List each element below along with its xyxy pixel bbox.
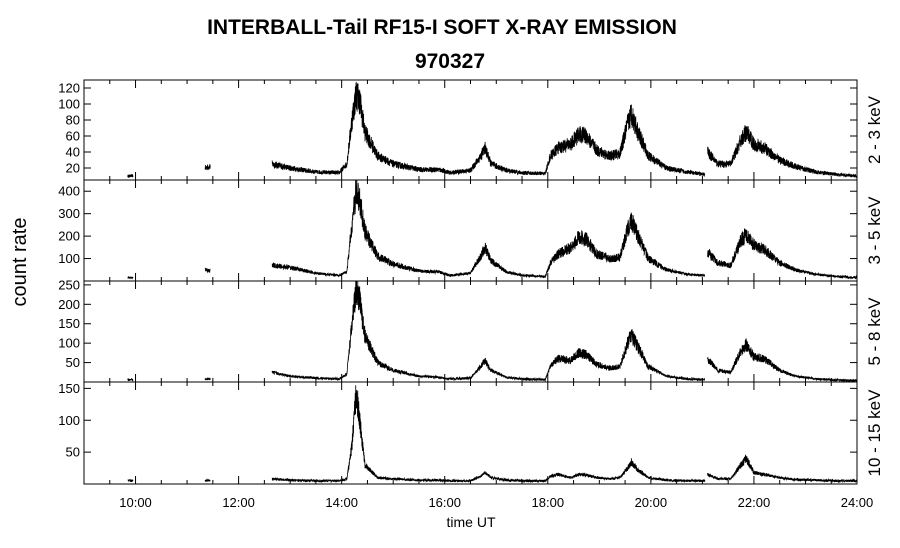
series-trace bbox=[707, 337, 858, 383]
panel-energy-label: 3 - 5 keV bbox=[865, 196, 884, 265]
y-tick-label: 100 bbox=[58, 251, 80, 266]
y-axis-label: count rate bbox=[9, 218, 31, 307]
chart-title: INTERBALL-Tail RF15-I SOFT X-RAY EMISSIO… bbox=[207, 16, 677, 39]
panel-frame bbox=[83, 381, 858, 485]
series-trace bbox=[204, 478, 211, 483]
panel-energy-label: 2 - 3 keV bbox=[865, 95, 884, 164]
x-tick-label: 20:00 bbox=[635, 495, 668, 510]
y-tick-label: 400 bbox=[58, 184, 80, 199]
y-tick-label: 200 bbox=[58, 297, 80, 312]
panel-frame bbox=[83, 79, 858, 181]
panel-frame bbox=[83, 179, 858, 282]
panel-energy-label: 5 - 8 keV bbox=[865, 297, 884, 366]
y-tick-label: 100 bbox=[58, 413, 80, 428]
series-trace bbox=[271, 81, 706, 177]
x-tick-label: 12:00 bbox=[222, 495, 255, 510]
series-trace bbox=[204, 377, 211, 381]
y-tick-label: 150 bbox=[58, 381, 80, 396]
y-tick-label: 20 bbox=[66, 161, 80, 176]
y-tick-label: 100 bbox=[58, 97, 80, 112]
series-trace bbox=[127, 173, 134, 178]
series-trace bbox=[204, 164, 211, 171]
x-tick-label: 16:00 bbox=[428, 495, 461, 510]
y-tick-label: 50 bbox=[66, 445, 80, 460]
x-axis-label: time UT bbox=[447, 514, 496, 530]
series-trace bbox=[271, 385, 706, 484]
y-tick-label: 200 bbox=[58, 229, 80, 244]
x-tick-label: 18:00 bbox=[532, 495, 565, 510]
y-tick-label: 250 bbox=[58, 277, 80, 292]
chart-subtitle: 970327 bbox=[415, 50, 485, 73]
series-trace bbox=[707, 228, 858, 280]
panel-3: 50 100 150 200 250 5 - 8 keV bbox=[58, 277, 884, 383]
series-trace bbox=[707, 454, 858, 484]
series-trace bbox=[271, 179, 706, 279]
y-tick-label: 40 bbox=[66, 145, 80, 160]
panel-4: 50 100 150 10 - 15 keV 10:00 12:00 14:00 16:00 1… bbox=[58, 381, 884, 510]
series-trace bbox=[127, 478, 134, 483]
panel-2: 100 200 300 400 3 - 5 keV bbox=[58, 179, 884, 282]
x-tick-label: 10:00 bbox=[119, 495, 152, 510]
series-trace bbox=[127, 276, 134, 280]
x-tick-label: 22:00 bbox=[738, 495, 771, 510]
x-tick-label: 24:00 bbox=[841, 495, 874, 510]
series-trace bbox=[271, 280, 706, 383]
x-tick-label: 14:00 bbox=[325, 495, 358, 510]
series-trace bbox=[707, 125, 858, 179]
y-tick-label: 60 bbox=[66, 129, 80, 144]
series-trace bbox=[204, 267, 211, 274]
panel-frame bbox=[83, 280, 858, 383]
y-tick-label: 150 bbox=[58, 316, 80, 331]
series-trace bbox=[127, 377, 134, 382]
y-tick-label: 120 bbox=[58, 81, 80, 96]
y-tick-label: 80 bbox=[66, 113, 80, 128]
y-tick-label: 300 bbox=[58, 206, 80, 221]
y-tick-label: 50 bbox=[66, 355, 80, 370]
y-tick-label: 100 bbox=[58, 336, 80, 351]
panel-energy-label: 10 - 15 keV bbox=[865, 389, 884, 477]
